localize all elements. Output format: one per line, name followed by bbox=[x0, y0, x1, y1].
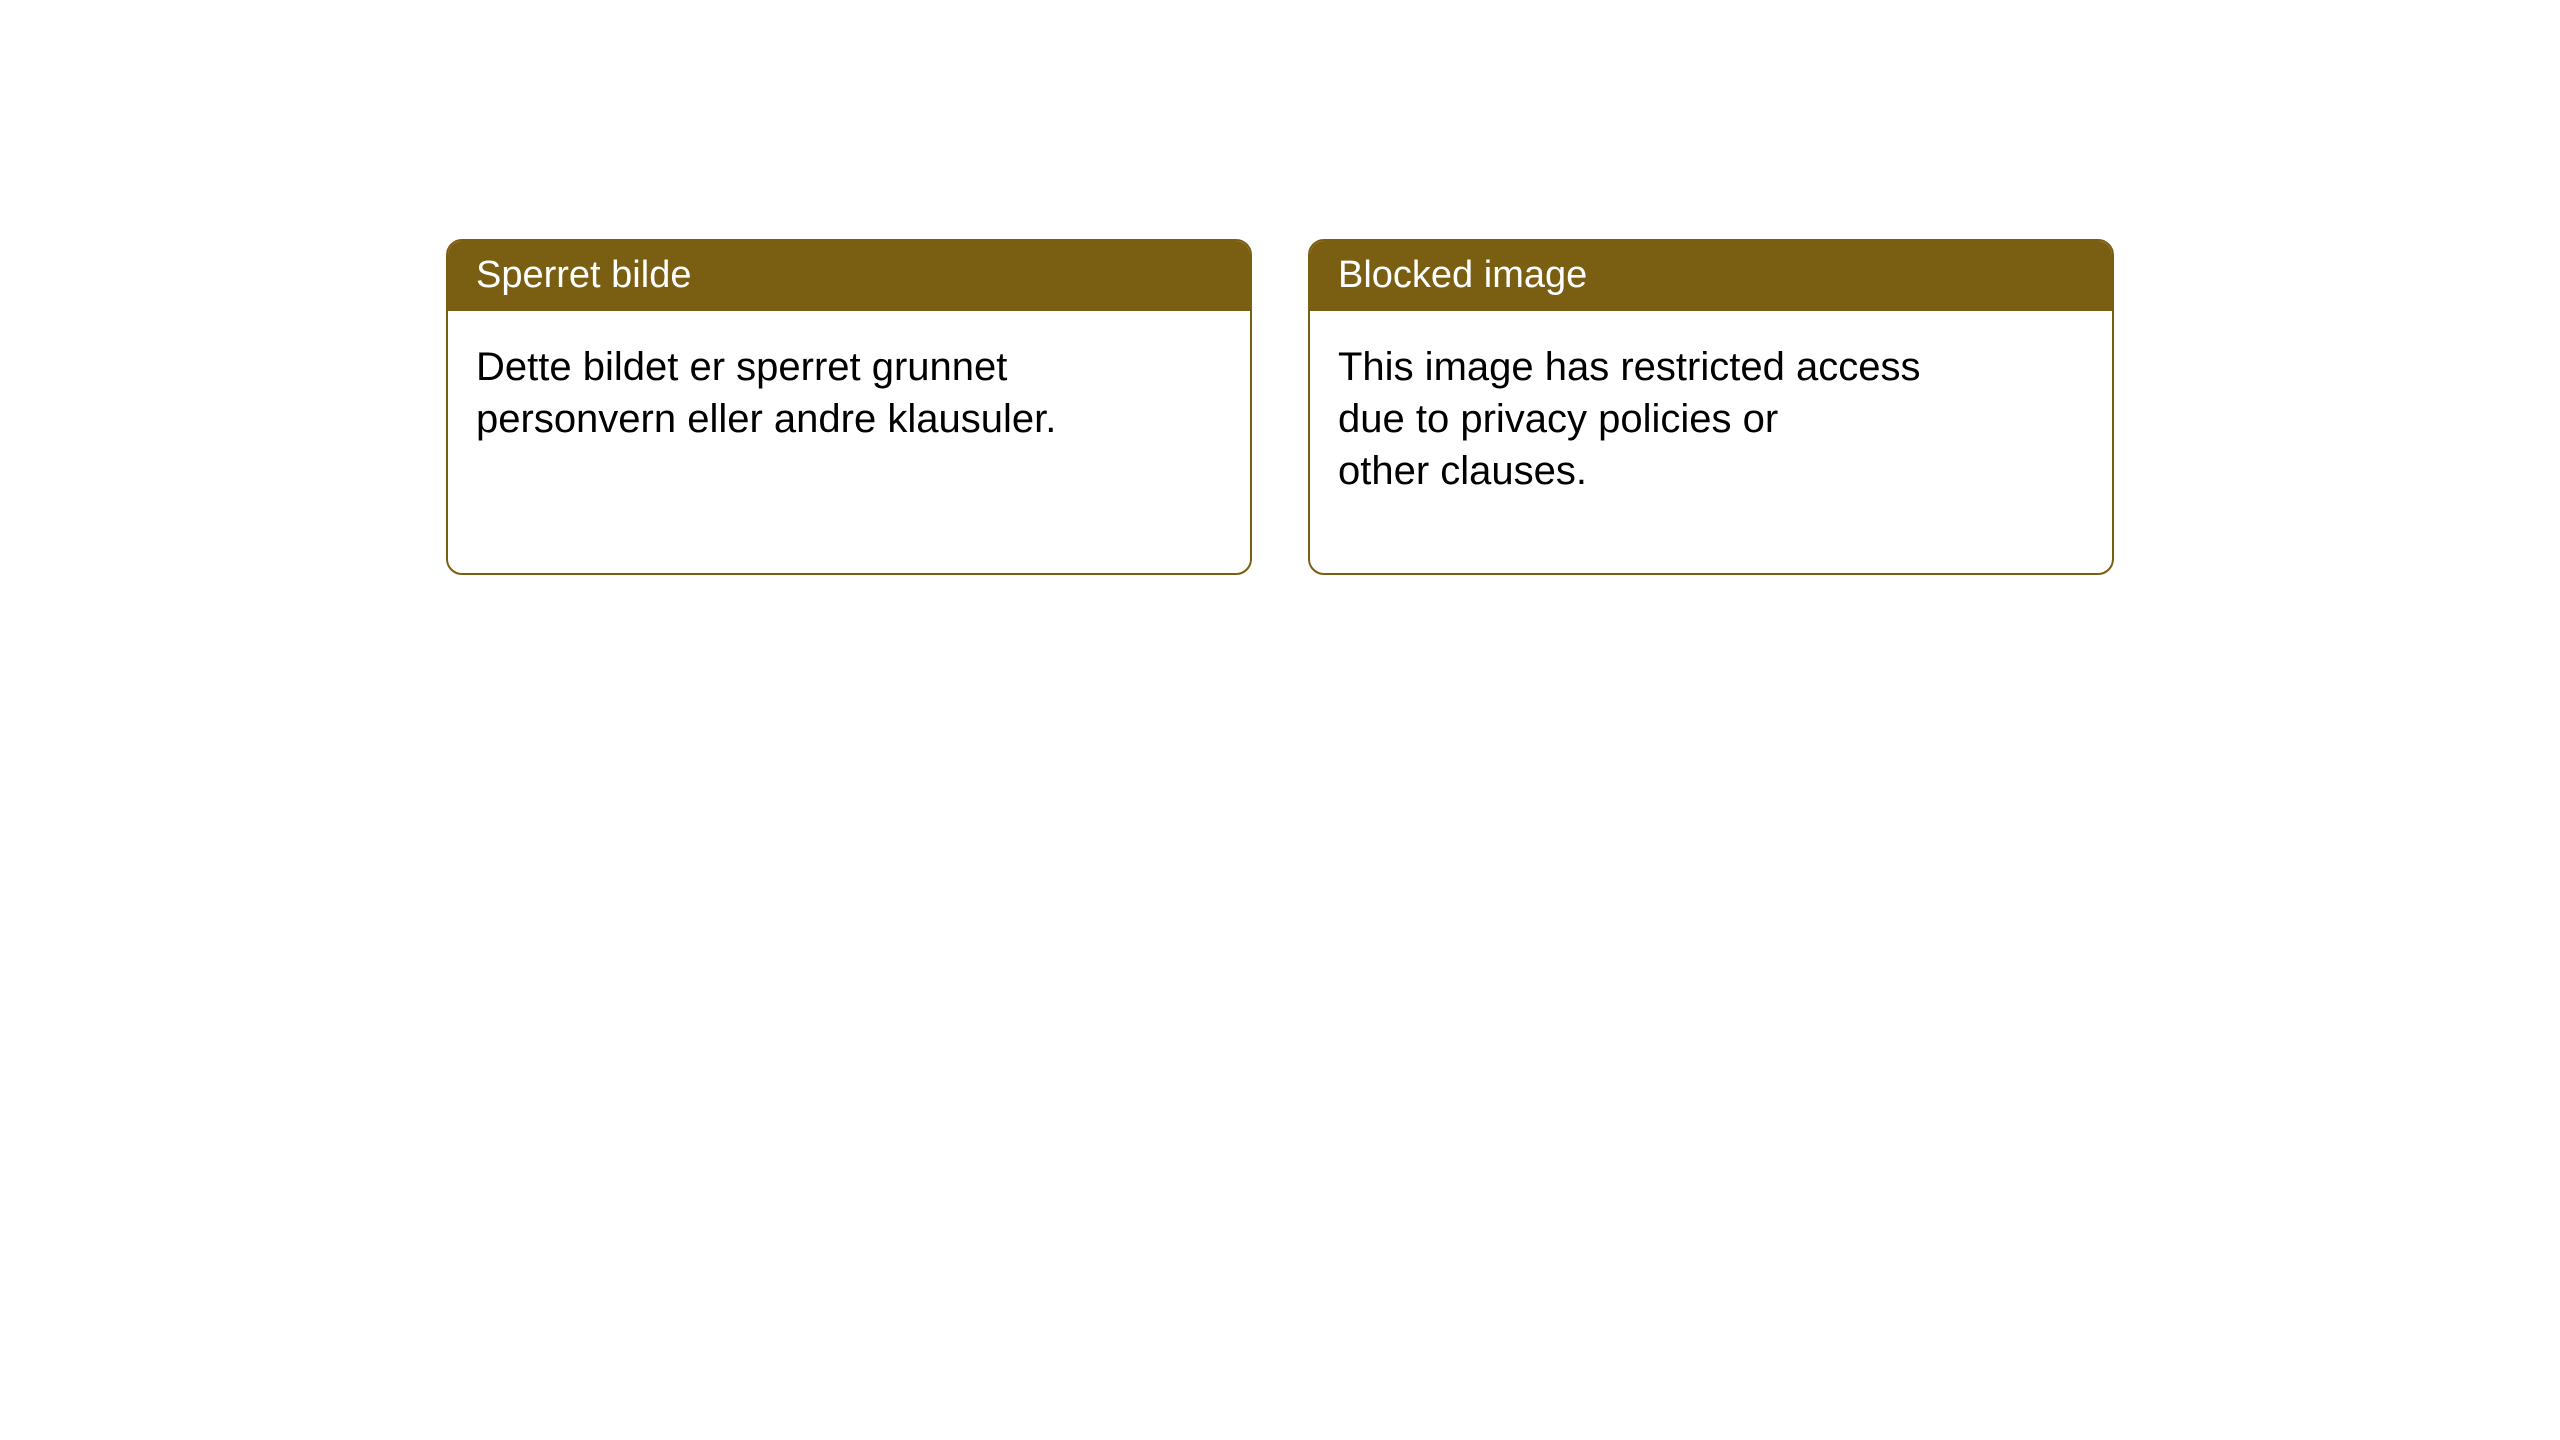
notice-card-en: Blocked image This image has restricted … bbox=[1308, 239, 2114, 575]
card-body: Dette bildet er sperret grunnet personve… bbox=[448, 311, 1250, 475]
card-title: Blocked image bbox=[1310, 241, 2112, 311]
card-title: Sperret bilde bbox=[448, 241, 1250, 311]
card-body: This image has restricted access due to … bbox=[1310, 311, 2112, 527]
notice-card-no: Sperret bilde Dette bildet er sperret gr… bbox=[446, 239, 1252, 575]
notice-cards-container: Sperret bilde Dette bildet er sperret gr… bbox=[446, 239, 2114, 575]
